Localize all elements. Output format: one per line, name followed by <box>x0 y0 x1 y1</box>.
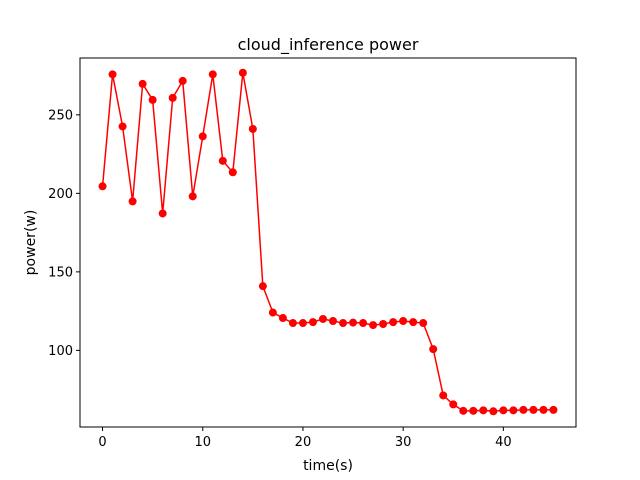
data-point <box>439 391 448 400</box>
plot-frame <box>79 57 577 428</box>
data-point <box>188 192 197 201</box>
data-point <box>409 318 418 327</box>
data-point <box>198 132 207 141</box>
data-point <box>469 406 478 415</box>
data-point <box>549 405 558 414</box>
y-tick-label: 200 <box>48 187 73 202</box>
data-point <box>429 345 438 354</box>
data-point <box>148 95 157 104</box>
data-point <box>369 321 378 330</box>
data-point <box>138 79 147 88</box>
data-point <box>258 282 267 291</box>
x-tick-label: 0 <box>98 435 106 450</box>
data-point <box>349 318 358 327</box>
data-point <box>479 406 488 415</box>
y-tick-label: 100 <box>48 344 73 359</box>
series-line <box>101 72 554 413</box>
x-tick-label: 30 <box>395 435 412 450</box>
data-point <box>238 68 247 77</box>
data-point <box>248 124 257 133</box>
data-point <box>529 405 538 414</box>
chart-title: cloud_inference power <box>238 35 419 55</box>
x-tick-label: 40 <box>495 435 512 450</box>
data-point <box>168 93 177 102</box>
data-point <box>268 308 277 317</box>
x-axis: 0 10 20 30 40 <box>98 427 512 450</box>
data-point <box>389 318 398 327</box>
data-point <box>298 319 307 328</box>
data-point <box>489 407 498 416</box>
data-point <box>208 70 217 79</box>
data-point <box>218 156 227 165</box>
plot-area <box>98 68 558 416</box>
data-point <box>339 319 348 328</box>
data-point <box>399 317 408 326</box>
data-point <box>449 400 458 409</box>
data-point <box>359 319 368 328</box>
data-point <box>128 197 137 206</box>
data-point <box>278 314 287 323</box>
y-axis-label: power(w) <box>23 210 39 276</box>
data-point <box>178 76 187 85</box>
data-point <box>539 405 548 414</box>
x-tick-label: 10 <box>194 435 211 450</box>
data-point <box>318 314 327 323</box>
data-point <box>98 182 107 191</box>
data-point <box>118 122 127 131</box>
y-axis: 100 150 200 250 <box>48 108 80 359</box>
x-axis-label: time(s) <box>303 458 353 474</box>
data-point <box>329 317 338 326</box>
data-point <box>509 406 518 415</box>
data-point <box>419 319 428 328</box>
x-tick-label: 20 <box>295 435 312 450</box>
data-point <box>228 168 237 177</box>
data-point <box>288 319 297 328</box>
data-point <box>158 209 167 218</box>
data-point <box>459 406 468 415</box>
data-point <box>499 406 508 415</box>
y-tick-label: 150 <box>48 265 73 280</box>
data-point <box>108 70 117 79</box>
data-point <box>308 318 317 327</box>
y-tick-label: 250 <box>48 108 73 123</box>
data-point <box>519 405 528 414</box>
data-point <box>379 319 388 328</box>
